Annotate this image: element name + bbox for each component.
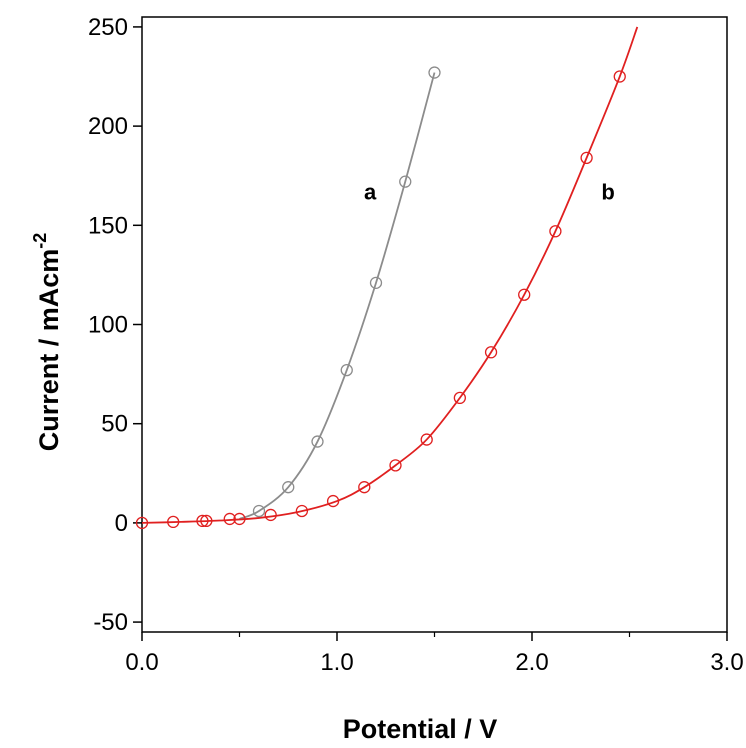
x-tick-label: 3.0: [710, 649, 743, 676]
series-b-line: [142, 26, 639, 524]
series-b-point: [484, 346, 498, 359]
series-b-label: b: [601, 180, 614, 205]
series-b-point: [613, 70, 626, 83]
series-b-point: [549, 225, 562, 238]
y-axis-title-superscript: -2: [30, 233, 50, 249]
series-b-point: [167, 515, 180, 529]
x-axis-title: Potential / V: [343, 714, 498, 744]
y-tick-label: -50: [93, 609, 128, 636]
y-tick-label: 150: [88, 212, 128, 239]
series-a-point: [399, 175, 412, 188]
series-a-point: [428, 66, 441, 79]
series-a-point: [282, 481, 295, 494]
plot-frame: [141, 16, 728, 633]
series-b-point: [453, 391, 467, 405]
series-curves: [142, 26, 639, 524]
series-b-point: [326, 494, 340, 508]
series-markers: [135, 66, 626, 530]
series-b-point: [518, 288, 531, 301]
y-axis-title-main: Current / mAcm: [34, 249, 64, 452]
series-b-point: [200, 514, 213, 528]
axis-ticks: -50 0 50 100 150 200 250 0.0 1.0 2.0 3.0: [88, 14, 744, 676]
series-a-point: [252, 504, 266, 518]
x-tick-label: 2.0: [515, 649, 548, 676]
series-a-line: [239, 72, 436, 520]
series-b-point: [233, 512, 246, 526]
series-a-label: a: [364, 180, 377, 205]
plot-border: [141, 16, 728, 633]
series-b-point: [358, 481, 371, 494]
y-tick-label: 50: [101, 411, 128, 438]
x-tick-label: 0.0: [125, 649, 158, 676]
series-a-point: [311, 435, 324, 448]
y-tick-label: 200: [88, 113, 128, 140]
series-b-point: [135, 516, 149, 530]
series-b-point: [389, 459, 402, 472]
series-b-point: [264, 508, 277, 522]
x-tick-label: 1.0: [320, 649, 353, 676]
y-axis-title: Current / mAcm-2: [30, 233, 64, 452]
series-b-point: [196, 514, 209, 528]
y-tick-label: 250: [88, 14, 128, 41]
series-a-point: [369, 276, 383, 289]
series-b-point: [420, 433, 433, 446]
y-tick-label: 100: [88, 312, 128, 339]
series-a-point: [340, 363, 353, 377]
series-b-point: [580, 151, 593, 165]
series-b-point: [295, 504, 309, 518]
y-tick-label: 0: [115, 510, 128, 537]
series-b-point: [223, 512, 236, 526]
